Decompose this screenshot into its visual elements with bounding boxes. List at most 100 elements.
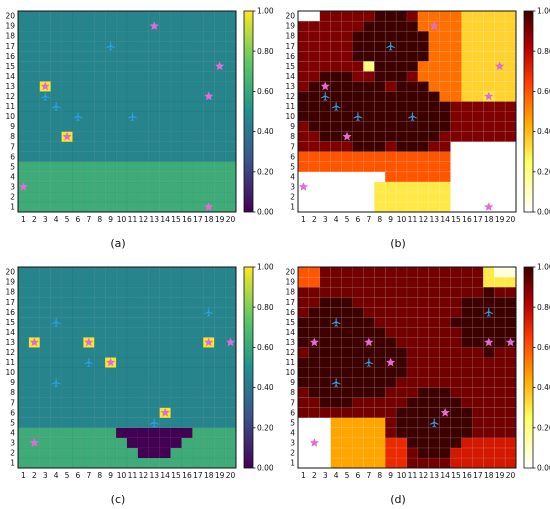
heatmap-cell	[224, 317, 237, 328]
heatmap-cell	[374, 61, 386, 72]
heatmap-cell	[170, 201, 182, 213]
heatmap-cell	[395, 81, 408, 92]
heatmap-cell	[395, 296, 408, 308]
heatmap-cell	[341, 20, 353, 32]
heatmap-cell	[94, 387, 106, 398]
heatmap-cell	[472, 121, 484, 132]
heatmap-cell	[192, 61, 204, 72]
heatmap-cell	[181, 71, 193, 82]
heatmap-cell	[224, 357, 237, 368]
heatmap-cell	[461, 20, 473, 32]
heatmap-cell	[83, 296, 95, 308]
heatmap-cell	[330, 306, 342, 318]
heatmap-cell	[450, 327, 462, 338]
y-tick-label: 10	[285, 112, 295, 121]
star-marker-icon	[320, 81, 330, 91]
heatmap-cell	[384, 61, 397, 72]
heatmap-cell	[428, 457, 440, 469]
y-tick-label: 4	[290, 428, 295, 437]
heatmap-cell	[472, 317, 484, 328]
heatmap-cell	[104, 171, 117, 183]
heatmap-cell	[493, 337, 506, 348]
heatmap-cell	[159, 337, 171, 348]
heatmap-cell	[148, 387, 161, 398]
heatmap-cell	[203, 296, 215, 308]
star-marker-icon	[484, 202, 494, 211]
heatmap-cell	[363, 111, 375, 122]
heatmap-cell	[406, 201, 419, 213]
x-tick-label: 11	[128, 471, 138, 480]
heatmap-cell	[428, 347, 440, 358]
x-tick-label: 12	[139, 471, 149, 480]
heatmap-cell	[504, 161, 517, 173]
heatmap-cell	[352, 437, 364, 449]
heatmap-cell	[50, 30, 62, 42]
star-marker-icon	[505, 337, 516, 347]
heatmap-cell	[406, 30, 419, 42]
heatmap-cell	[213, 417, 226, 429]
x-tick-label: 3	[323, 215, 328, 224]
caption-c: (c)	[111, 493, 126, 506]
heatmap-cell	[181, 347, 193, 358]
heatmap-cell	[417, 367, 430, 378]
x-tick-label: 14	[160, 471, 170, 480]
heatmap-cell	[148, 101, 161, 112]
heatmap-cell	[61, 296, 73, 308]
x-tick-label: 17	[193, 215, 203, 224]
heatmap-cell	[461, 121, 473, 132]
heatmap-cell	[224, 50, 237, 62]
x-tick-label: 6	[76, 471, 81, 480]
y-tick-label: 2	[290, 449, 295, 458]
heatmap-cell	[330, 81, 342, 92]
y-tick-label: 19	[285, 278, 295, 287]
heatmap-cell	[170, 131, 182, 142]
heatmap-cell	[374, 20, 386, 32]
heatmap-cell	[417, 40, 430, 52]
heatmap-cell	[159, 131, 171, 142]
heatmap-cell	[72, 357, 84, 368]
heatmap-cell	[308, 20, 321, 32]
heatmap-cell	[94, 286, 106, 298]
heatmap-cell	[170, 111, 182, 122]
heatmap-cell	[297, 357, 310, 368]
heatmap-cell	[363, 306, 375, 318]
heatmap-cell	[61, 30, 73, 42]
heatmap-cell	[439, 286, 451, 298]
heatmap-cell	[341, 40, 353, 52]
heatmap-cell	[395, 306, 408, 318]
colorbar-tick-label: 0.00	[537, 464, 550, 473]
x-tick-labels: 1 2 3 4 5 6 7 8 9 10 11 12 13 14 15 16 17 18 19 20	[301, 215, 515, 224]
heatmap-cell	[94, 30, 106, 42]
heatmap-cell	[450, 367, 462, 378]
heatmap-cell	[439, 61, 451, 72]
heatmap-cell	[61, 151, 73, 163]
heatmap-cell	[461, 276, 473, 288]
x-tick-label: 7	[86, 471, 91, 480]
heatmap-cell	[137, 387, 150, 398]
y-tick-label: 20	[5, 268, 15, 277]
colorbar-gradient	[523, 10, 534, 213]
heatmap-cell	[50, 81, 62, 92]
y-tick-label: 15	[285, 62, 295, 71]
heatmap-cell	[428, 427, 440, 439]
heatmap-cell	[61, 10, 73, 22]
heatmap-cell	[61, 286, 73, 298]
heatmap-cell	[17, 30, 30, 42]
heatmap-cell	[203, 181, 215, 193]
heatmap-cell	[115, 337, 128, 348]
y-tick-label: 11	[5, 102, 15, 111]
heatmap-cell	[159, 171, 171, 183]
heatmap-cell	[341, 437, 353, 449]
heatmap-cell	[104, 131, 117, 142]
heatmap-cell	[493, 377, 506, 388]
heatmap-cell	[61, 101, 73, 112]
colorbar-tick-label: 0.40	[257, 383, 274, 392]
heatmap-cell	[341, 327, 353, 338]
heatmap-cell	[159, 327, 171, 338]
heatmap-cell	[439, 337, 451, 348]
heatmap-cell	[363, 457, 375, 469]
heatmap-cell	[203, 40, 215, 52]
heatmap-cell	[72, 296, 84, 308]
heatmap-cell	[417, 61, 430, 72]
heatmap-cell	[363, 427, 375, 439]
